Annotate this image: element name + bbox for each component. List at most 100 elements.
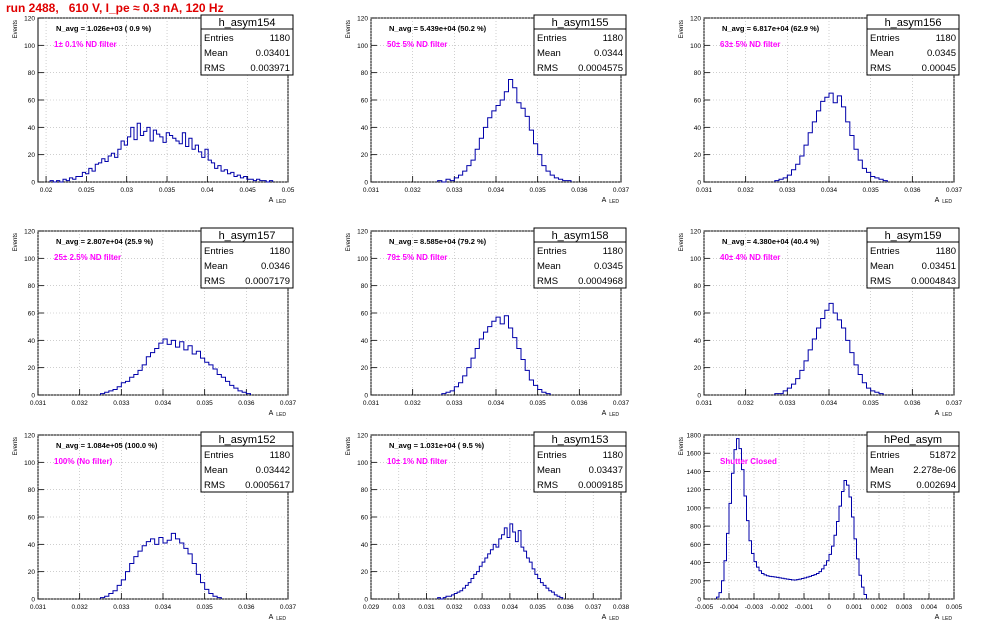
stat-value: 0.0007179 — [245, 276, 290, 287]
x-tick-label: 0.033 — [113, 400, 130, 407]
stat-value: 0.00045 — [922, 63, 956, 74]
y-tick-label: 20 — [361, 569, 369, 576]
histogram-panel-h_asym152: 0.031 0.032 0.033 0.034 0.035 0.036 0.037 0 20 40… — [13, 431, 297, 622]
y-tick-label: 0 — [31, 393, 35, 400]
stat-key: Entries — [537, 33, 567, 44]
y-tick-label: 100 — [24, 256, 35, 263]
x-tick-label: 0.037 — [280, 400, 297, 407]
navg-label: N_avg = 4.380e+04 (40.4 %) — [722, 237, 820, 246]
x-axis-label: A LED — [602, 410, 620, 418]
x-tick-label: 0.02 — [40, 187, 53, 194]
filter-annotation: 50± 5% ND filter — [387, 40, 447, 49]
y-tick-label: 120 — [690, 16, 701, 23]
stat-key: RMS — [537, 480, 558, 491]
stat-value: 1180 — [603, 33, 623, 44]
x-tick-label: 0.03 — [120, 187, 133, 194]
histogram-name: h_asym158 — [552, 230, 609, 242]
histogram-panel-h_asym159: 0.031 0.032 0.033 0.034 0.035 0.036 0.037 0 20 40… — [679, 227, 963, 418]
x-tick-label: -0.002 — [770, 604, 789, 611]
y-tick-label: 20 — [361, 365, 369, 372]
x-tick-label: 0.032 — [738, 400, 755, 407]
histogram-line — [441, 315, 551, 395]
x-tick-label: 0.034 — [155, 400, 172, 407]
stat-key: Entries — [204, 246, 234, 257]
x-tick-label: 0.031 — [696, 187, 713, 194]
y-tick-label: 60 — [361, 98, 369, 105]
y-tick-label: 40 — [28, 542, 36, 549]
y-tick-label: 80 — [361, 70, 369, 77]
x-tick-label: 0.035 — [530, 400, 547, 407]
x-tick-label: 0.03 — [392, 604, 405, 611]
stat-key: RMS — [204, 63, 225, 74]
x-axis-label: A LED — [602, 614, 620, 622]
y-axis-label: Events — [13, 437, 19, 455]
stat-value: 0.0009185 — [578, 480, 623, 491]
page-title: run 2488, 610 V, I_pe ≈ 0.3 nA, 120 Hz — [6, 1, 224, 15]
y-tick-label: 120 — [24, 229, 35, 236]
y-tick-label: 1400 — [687, 469, 702, 476]
y-tick-label: 120 — [357, 229, 368, 236]
y-tick-label: 20 — [28, 569, 36, 576]
y-tick-label: 800 — [690, 524, 701, 531]
y-tick-label: 80 — [361, 487, 369, 494]
histogram-line — [49, 122, 274, 183]
y-tick-label: 80 — [694, 283, 702, 290]
y-tick-label: 60 — [361, 311, 369, 318]
y-tick-label: 60 — [28, 311, 36, 318]
x-tick-label: -0.004 — [720, 604, 739, 611]
histogram-line — [100, 338, 251, 395]
stat-value: 1180 — [603, 450, 623, 461]
x-tick-label: 0.036 — [238, 400, 255, 407]
stat-key: RMS — [204, 480, 225, 491]
histogram-panel-h_asym155: 0.031 0.032 0.033 0.034 0.035 0.036 0.037 0 20 40… — [346, 14, 630, 205]
y-tick-label: 20 — [28, 152, 36, 159]
y-tick-label: 400 — [690, 560, 701, 567]
y-tick-label: 20 — [28, 365, 36, 372]
stat-key: Mean — [537, 465, 561, 476]
x-tick-label: 0.034 — [155, 604, 172, 611]
y-axis-label: Events — [13, 20, 19, 38]
histogram-panel-h_asym156: 0.031 0.032 0.033 0.034 0.035 0.036 0.037 0 20 40… — [679, 14, 963, 205]
y-tick-label: 100 — [24, 460, 35, 467]
x-tick-label: 0.034 — [821, 187, 838, 194]
y-tick-label: 0 — [31, 597, 35, 604]
y-axis-label: Events — [679, 437, 685, 455]
stat-value: 1180 — [603, 246, 623, 257]
histogram-line — [437, 523, 564, 600]
y-tick-label: 80 — [28, 283, 36, 290]
stat-key: Entries — [204, 450, 234, 461]
filter-annotation: 100% (No filter) — [54, 457, 113, 466]
histogram-name: h_asym157 — [219, 230, 276, 242]
y-tick-label: 0 — [364, 393, 368, 400]
stat-key: Mean — [204, 465, 228, 476]
y-tick-label: 60 — [28, 98, 36, 105]
y-tick-label: 40 — [694, 125, 702, 132]
x-tick-label: 0.036 — [571, 400, 588, 407]
y-tick-label: 60 — [694, 98, 702, 105]
x-tick-label: 0.045 — [240, 187, 257, 194]
y-tick-label: 40 — [28, 125, 36, 132]
y-tick-label: 80 — [361, 283, 369, 290]
x-tick-label: 0.036 — [904, 400, 921, 407]
y-tick-label: 80 — [694, 70, 702, 77]
x-tick-label: 0.036 — [571, 187, 588, 194]
x-tick-label: 0.029 — [363, 604, 380, 611]
x-tick-label: 0.031 — [363, 400, 380, 407]
y-tick-label: 40 — [28, 338, 36, 345]
navg-label: N_avg = 8.585e+04 (79.2 %) — [389, 237, 487, 246]
filter-annotation: Shutter Closed — [720, 457, 777, 466]
x-tick-label: 0.032 — [405, 400, 422, 407]
stat-value: 1180 — [270, 450, 290, 461]
x-tick-label: 0.037 — [280, 604, 297, 611]
stat-key: Entries — [537, 450, 567, 461]
x-tick-label: 0.033 — [474, 604, 491, 611]
y-tick-label: 100 — [690, 256, 701, 263]
filter-annotation: 79± 5% ND filter — [387, 253, 447, 262]
x-tick-label: 0.037 — [613, 187, 630, 194]
stat-key: Mean — [870, 261, 894, 272]
x-tick-label: 0.031 — [30, 400, 47, 407]
x-tick-label: 0.035 — [197, 400, 214, 407]
x-tick-label: 0.037 — [946, 187, 963, 194]
x-tick-label: 0.036 — [238, 604, 255, 611]
x-tick-label: 0.034 — [502, 604, 519, 611]
